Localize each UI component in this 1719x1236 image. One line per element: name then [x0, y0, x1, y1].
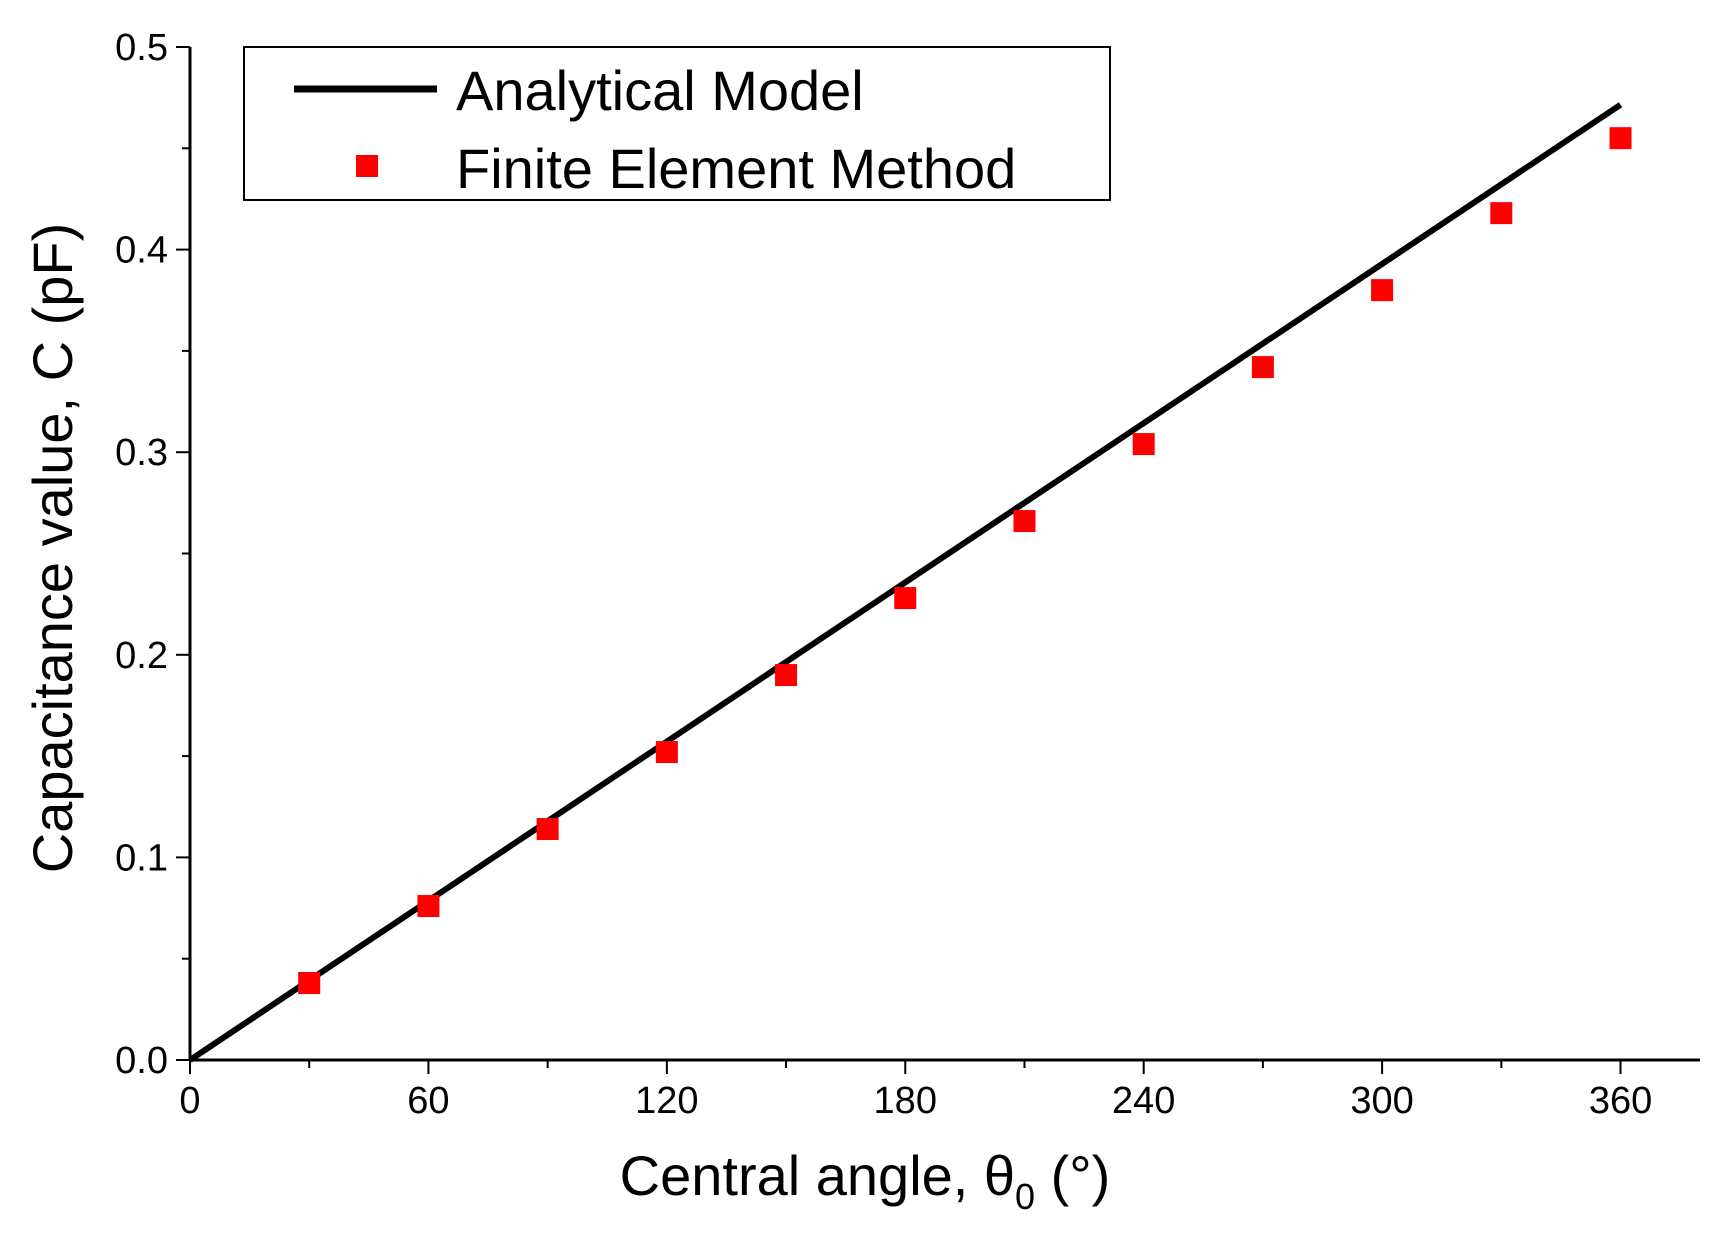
data-point-fem — [1251, 356, 1274, 379]
x-axis-title: Central angle, θ0 (°) — [620, 1144, 1111, 1217]
x-tick-label: 360 — [1589, 1080, 1652, 1122]
data-point-fem — [417, 895, 440, 918]
data-point-fem — [1132, 433, 1155, 456]
legend-box — [243, 46, 1111, 201]
data-point-fem — [894, 587, 917, 610]
x-tick-label: 180 — [874, 1080, 937, 1122]
legend-marker-fem — [356, 155, 378, 177]
data-point-fem — [298, 972, 321, 995]
data-point-fem — [1490, 202, 1513, 225]
data-point-fem — [536, 818, 559, 841]
x-tick-label: 300 — [1350, 1080, 1413, 1122]
y-tick-label: 0.2 — [115, 635, 168, 677]
data-point-fem — [775, 664, 798, 687]
legend-label-analytical: Analytical Model — [456, 59, 864, 122]
y-tick-label: 0.5 — [115, 27, 168, 69]
x-axis: 0 60 120 180 240 300 360 — [179, 1058, 1700, 1122]
plot-area — [188, 102, 1632, 1063]
x-axis-title-subscript: 0 — [1015, 1176, 1035, 1217]
y-tick-label: 0.0 — [115, 1040, 168, 1082]
legend: Analytical Model Finite Element Method — [243, 46, 1111, 201]
x-tick-label: 120 — [635, 1080, 698, 1122]
data-point-fem — [1013, 510, 1036, 533]
x-axis-title-suffix: (°) — [1035, 1144, 1110, 1207]
y-tick-label: 0.1 — [115, 837, 168, 879]
data-point-fem — [1609, 127, 1632, 150]
y-tick-label: 0.4 — [115, 230, 168, 272]
legend-label-fem: Finite Element Method — [456, 137, 1016, 200]
series-line-analytical-model — [188, 102, 1623, 1063]
x-tick-label: 60 — [407, 1080, 449, 1122]
y-axis-title: Capacitance value, C (pF) — [21, 223, 84, 874]
data-point-fem — [655, 741, 678, 764]
data-point-fem — [1371, 279, 1394, 302]
x-tick-label: 240 — [1112, 1080, 1175, 1122]
y-axis: 0.0 0.1 0.2 0.3 0.4 0.5 — [115, 27, 192, 1082]
x-tick-label: 0 — [179, 1080, 200, 1122]
y-tick-label: 0.3 — [115, 432, 168, 474]
